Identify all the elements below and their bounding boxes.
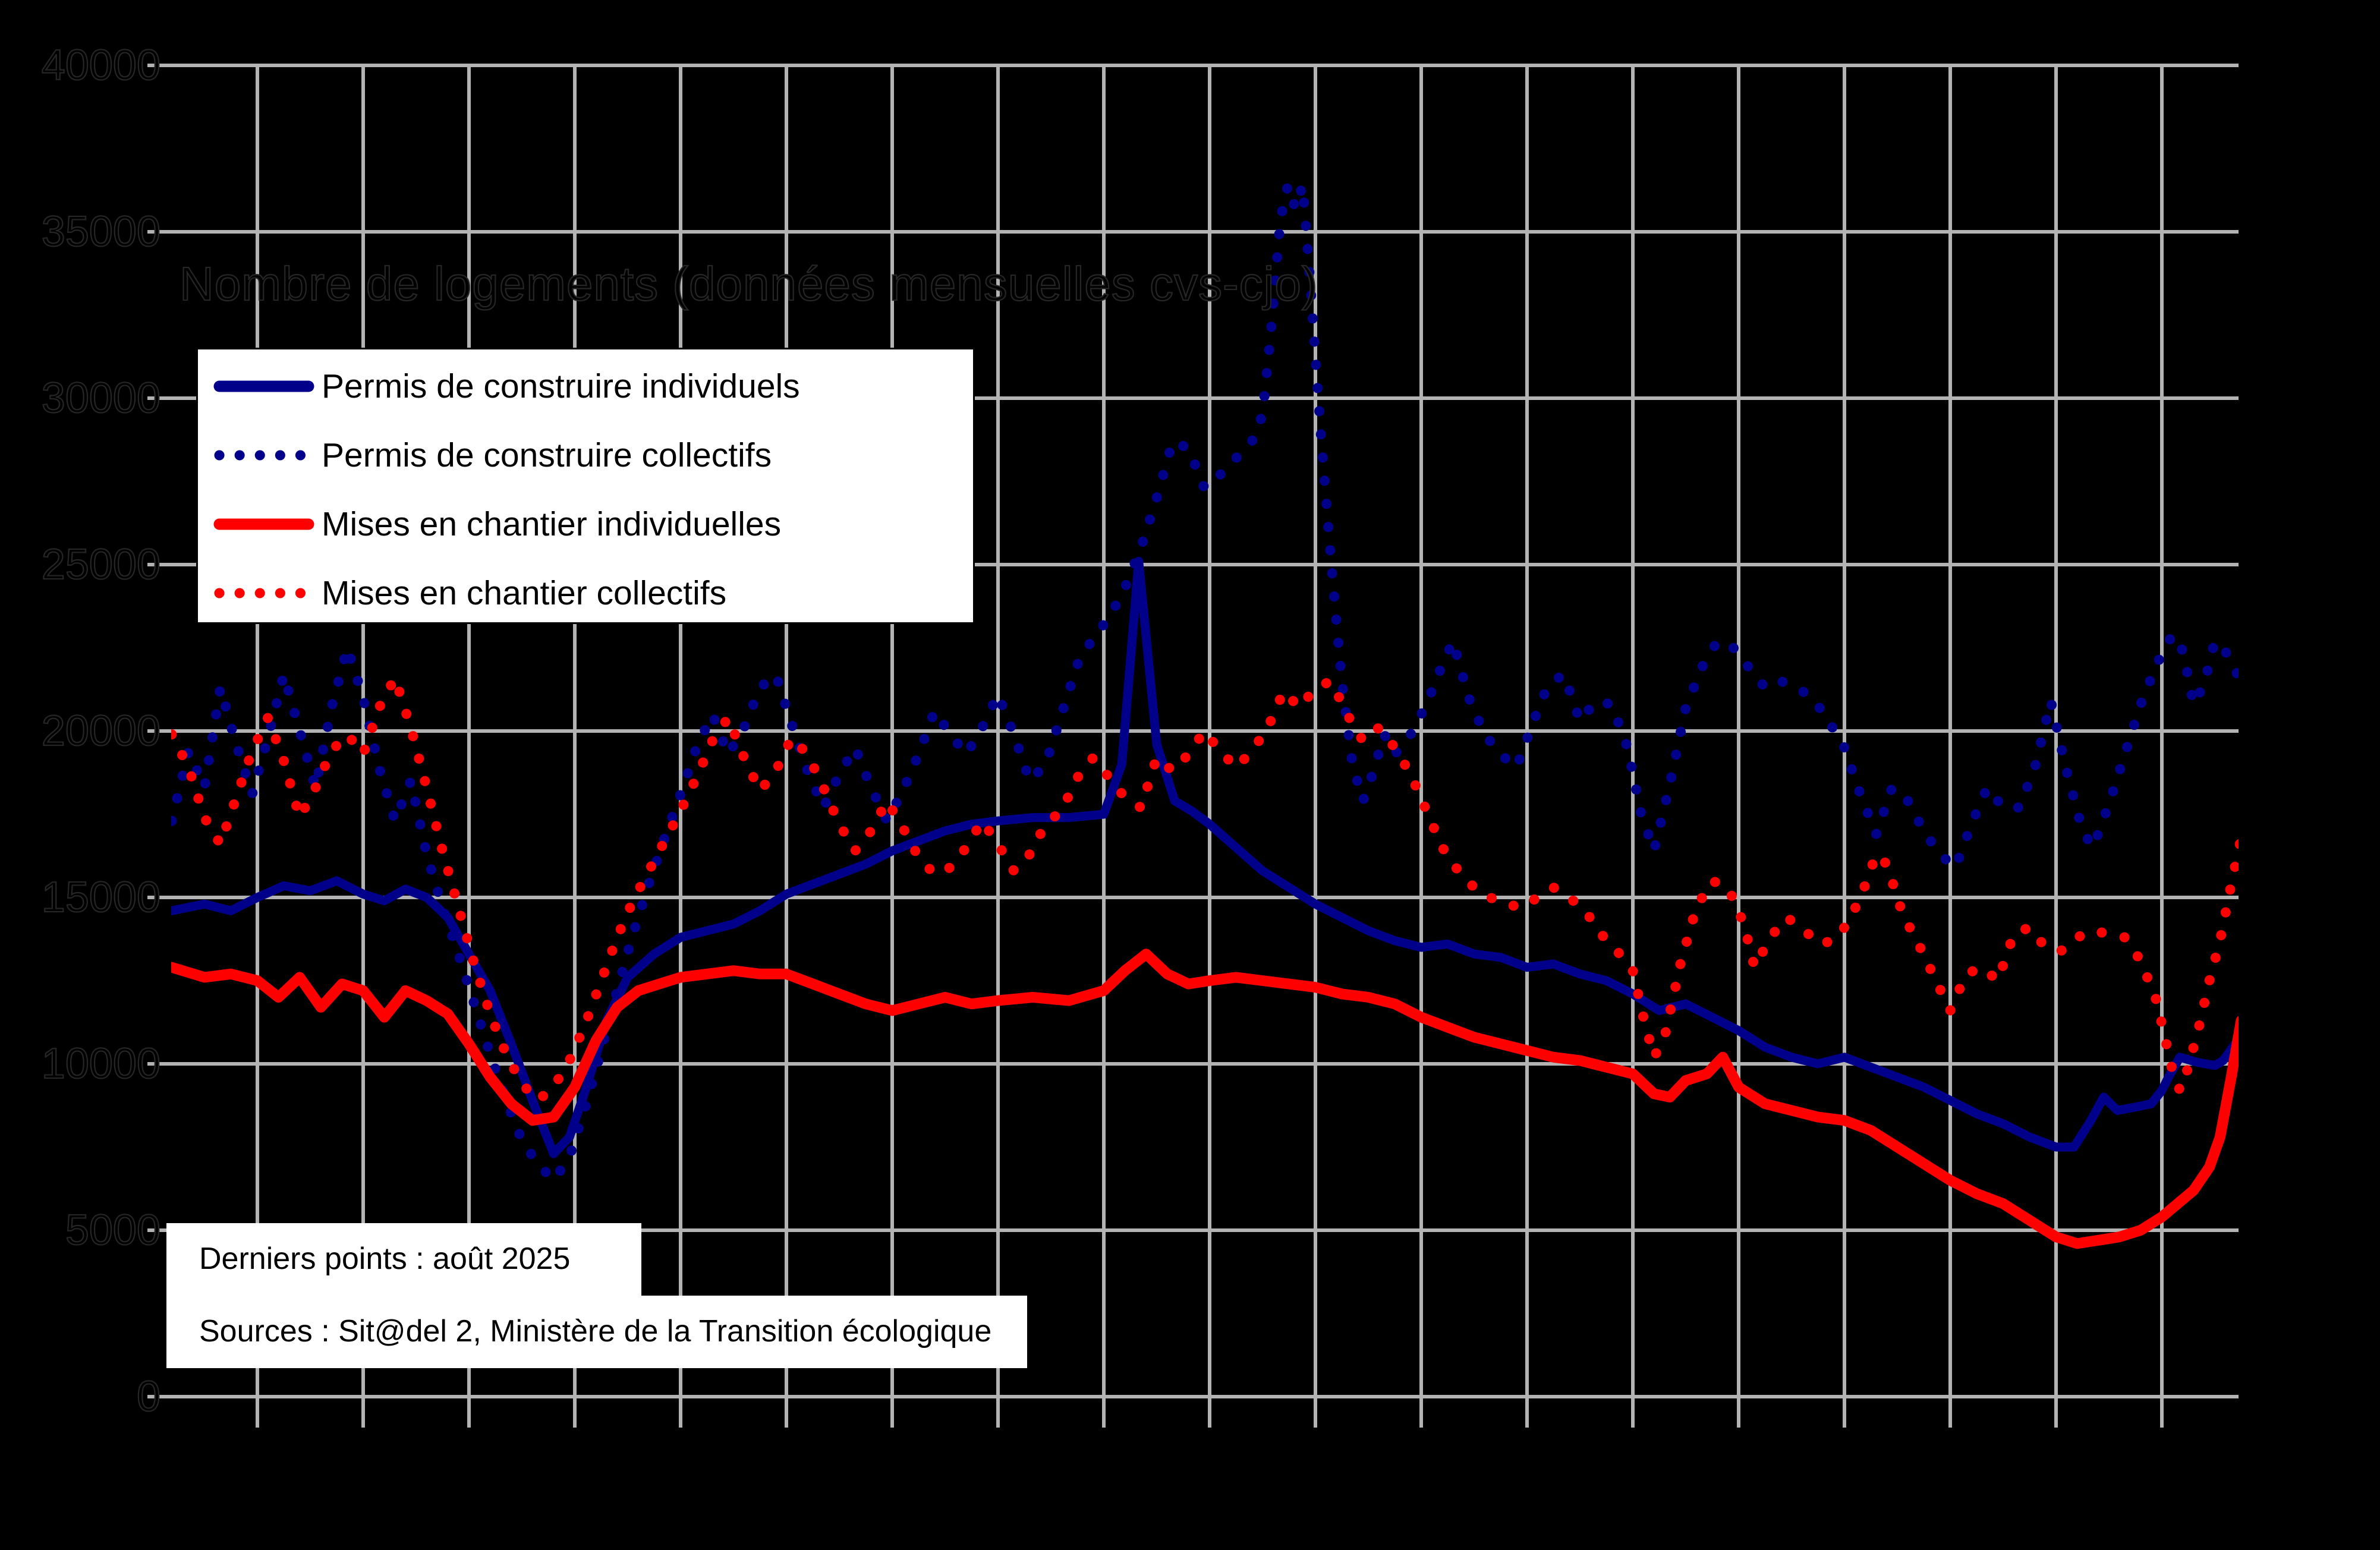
- y-axis-label: 30000: [41, 374, 161, 422]
- chart-title: Nombre de logements (données mensuelles …: [179, 257, 1318, 311]
- y-axis-label: 40000: [41, 42, 161, 89]
- annotation-sources: Sources : Sit@del 2, Ministère de la Tra…: [166, 1296, 1028, 1368]
- legend-swatch-solid-red: [213, 518, 314, 530]
- legend-label: Permis de construire individuels: [322, 367, 800, 405]
- legend-entry-permis-individuels: Permis de construire individuels: [213, 367, 800, 405]
- legend-swatch-dotted-red: [214, 588, 314, 598]
- y-axis-label: 20000: [41, 707, 161, 755]
- gridlines: [147, 64, 2239, 1428]
- legend: Permis de construire individuels Permis …: [196, 348, 975, 624]
- legend-entry-mec-individuelles: Mises en chantier individuelles: [213, 505, 782, 543]
- legend-swatch-dotted-navy: [214, 450, 314, 461]
- legend-swatch-solid-navy: [213, 380, 314, 392]
- legend-label: Mises en chantier individuelles: [322, 505, 782, 543]
- legend-label: Permis de construire collectifs: [322, 436, 772, 474]
- y-axis-label: 5000: [65, 1206, 161, 1254]
- y-axis-label: 25000: [41, 541, 161, 588]
- y-axis-label: 15000: [41, 874, 161, 921]
- y-axis-label: 10000: [41, 1040, 161, 1088]
- series-3-dotted: [171, 672, 2239, 1106]
- annotation-last-points: Derniers points : août 2025: [166, 1223, 642, 1296]
- series-1-dotted: [171, 180, 2239, 1186]
- legend-label: Mises en chantier collectifs: [322, 574, 727, 612]
- y-axis-label: 35000: [41, 208, 161, 256]
- legend-entry-mec-collectifs: Mises en chantier collectifs: [213, 574, 727, 612]
- legend-entry-permis-collectifs: Permis de construire collectifs: [213, 436, 772, 474]
- y-axis-label: 0: [136, 1373, 161, 1420]
- annotation-box: Derniers points : août 2025 Sources : Si…: [166, 1223, 1028, 1368]
- series-2-solid: [171, 949, 2239, 1249]
